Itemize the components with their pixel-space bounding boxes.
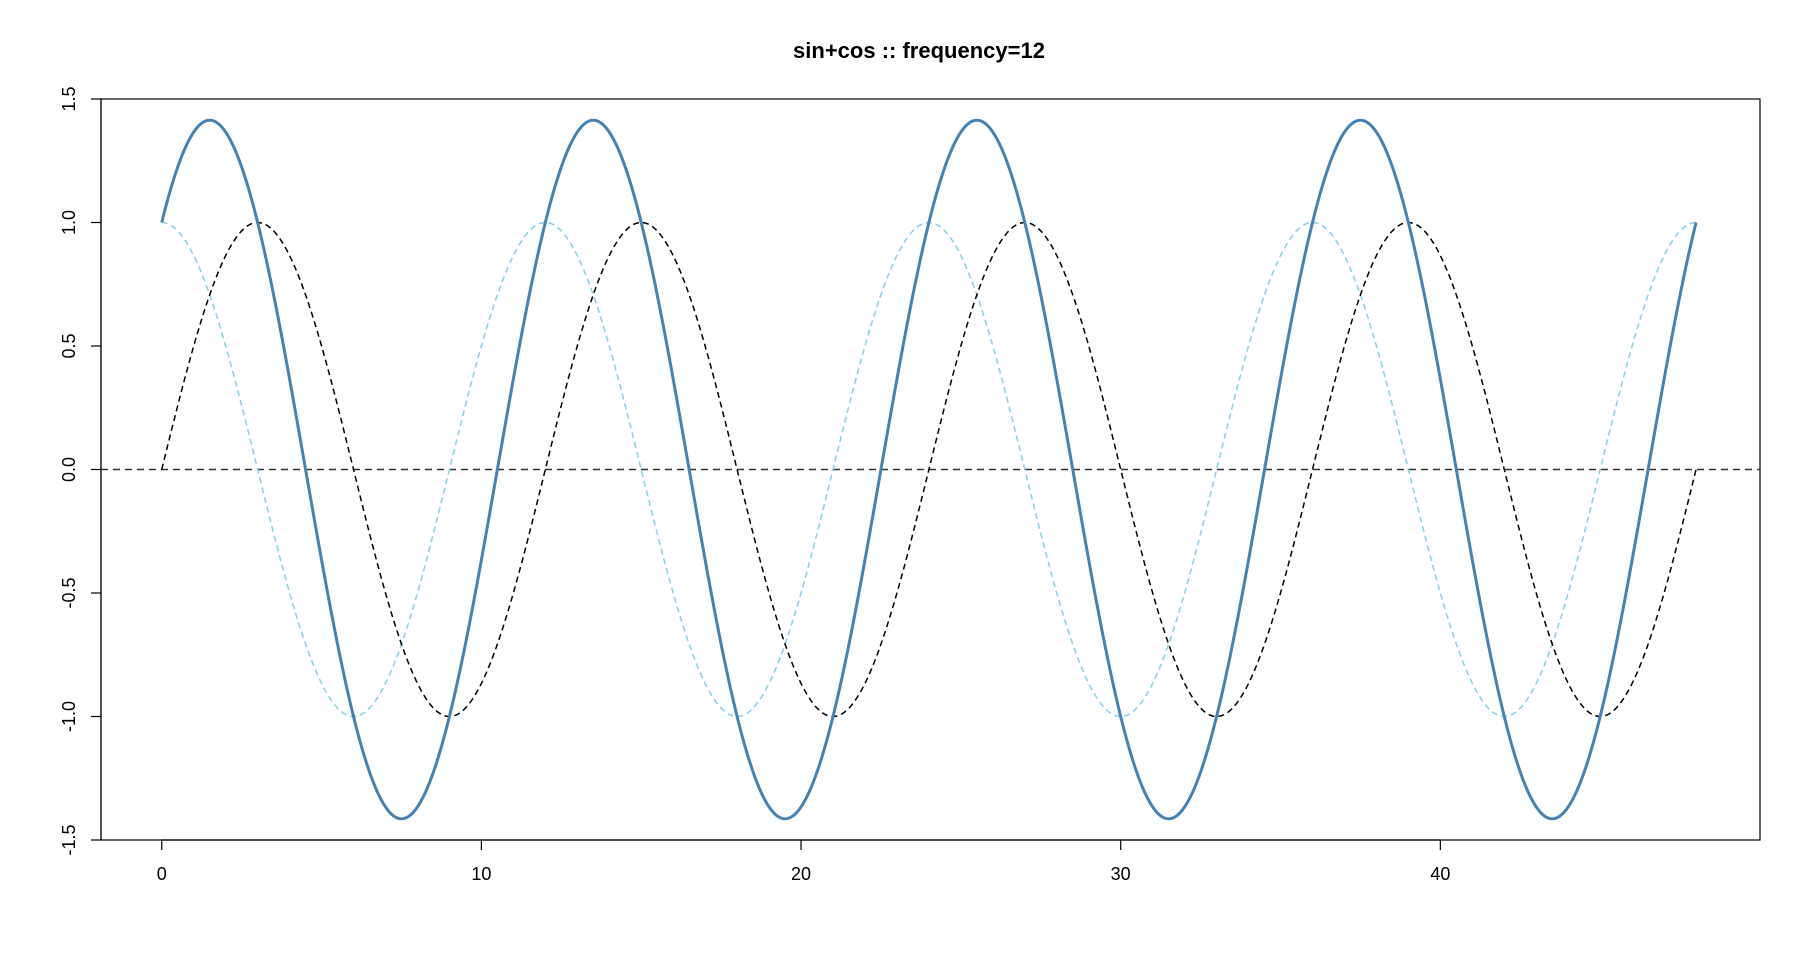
y-tick-label: 0.5 <box>59 333 79 358</box>
y-tick-label: -1.5 <box>59 824 79 855</box>
y-tick-label: 1.5 <box>59 86 79 111</box>
x-tick-label: 30 <box>1111 864 1131 884</box>
y-tick-label: 1.0 <box>59 210 79 235</box>
y-tick-label: -1.0 <box>59 701 79 732</box>
chart-title: sin+cos :: frequency=12 <box>793 38 1045 63</box>
sin-plus-cos-series-line <box>160 118 1698 821</box>
y-tick-label: -0.5 <box>59 577 79 608</box>
x-tick-label: 20 <box>791 864 811 884</box>
x-tick-label: 10 <box>471 864 491 884</box>
y-tick-label: 0.0 <box>59 457 79 482</box>
x-tick-label: 40 <box>1430 864 1450 884</box>
series-layer <box>160 118 1698 821</box>
axes: 0 10 20 30 40 -1.5 -1.0 -0.5 0.0 0.5 1.0 1.5 <box>59 86 1450 884</box>
sin-series-line <box>161 221 1697 718</box>
x-tick-label: 0 <box>157 864 167 884</box>
